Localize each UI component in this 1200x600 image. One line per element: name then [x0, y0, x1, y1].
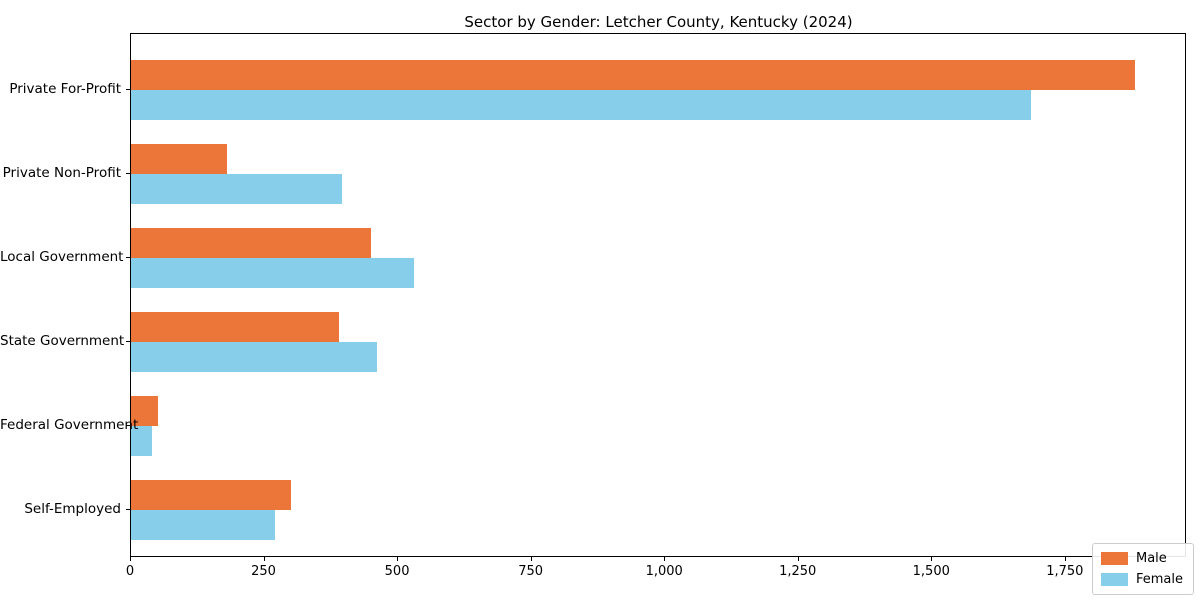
bar-male-4 [131, 396, 158, 426]
y-tick-mark [126, 257, 130, 258]
legend: Male Female [1091, 543, 1194, 595]
legend-label: Male [1135, 551, 1167, 566]
x-tick-label: 500 [384, 564, 410, 579]
bar-male-5 [131, 480, 292, 510]
bar-female-5 [131, 510, 276, 540]
y-tick-mark [126, 509, 130, 510]
x-tick-label: 250 [251, 564, 276, 579]
legend-label: Female [1135, 572, 1183, 587]
x-tick-mark [664, 557, 666, 561]
bar-male-2 [131, 228, 372, 258]
legend-entry-female: Female [1100, 572, 1183, 587]
x-tick-label: 1,000 [645, 564, 683, 579]
y-tick-mark [126, 341, 130, 342]
x-tick-label: 1,250 [779, 564, 817, 579]
x-tick-label: 750 [518, 564, 544, 579]
y-tick-mark [126, 173, 130, 174]
x-tick-mark [1064, 557, 1066, 561]
bar-female-4 [131, 426, 153, 456]
x-tick-mark [263, 557, 265, 561]
y-tick-label: Federal Government [0, 417, 139, 433]
x-tick-label: 0 [125, 564, 135, 579]
bar-male-3 [131, 312, 340, 342]
legend-swatch-female [1100, 573, 1128, 586]
x-tick-label: 1,750 [1046, 564, 1084, 579]
plot-area [130, 33, 1186, 557]
y-tick-mark [126, 89, 130, 90]
y-tick-label: Self-Employed [24, 501, 121, 517]
x-tick-label: 1,500 [912, 564, 950, 579]
y-tick-label: Private For-Profit [9, 81, 121, 97]
bar-female-3 [131, 342, 377, 372]
bar-female-2 [131, 258, 415, 288]
bar-female-0 [131, 90, 1032, 120]
y-tick-label: Local Government [0, 249, 124, 265]
bar-male-0 [131, 60, 1136, 90]
y-tick-label: State Government [0, 333, 125, 349]
bar-female-1 [131, 174, 342, 204]
x-tick-mark [397, 557, 399, 561]
x-tick-mark [931, 557, 933, 561]
legend-entry-male: Male [1100, 551, 1183, 566]
x-tick-mark [797, 557, 799, 561]
x-tick-mark [130, 557, 131, 561]
y-tick-mark [126, 425, 130, 426]
bar-male-1 [131, 144, 228, 174]
x-tick-mark [530, 557, 532, 561]
legend-swatch-male [1100, 552, 1128, 565]
y-tick-label: Private Non-Profit [2, 165, 121, 181]
chart-title: Sector by Gender: Letcher County, Kentuc… [464, 13, 853, 31]
